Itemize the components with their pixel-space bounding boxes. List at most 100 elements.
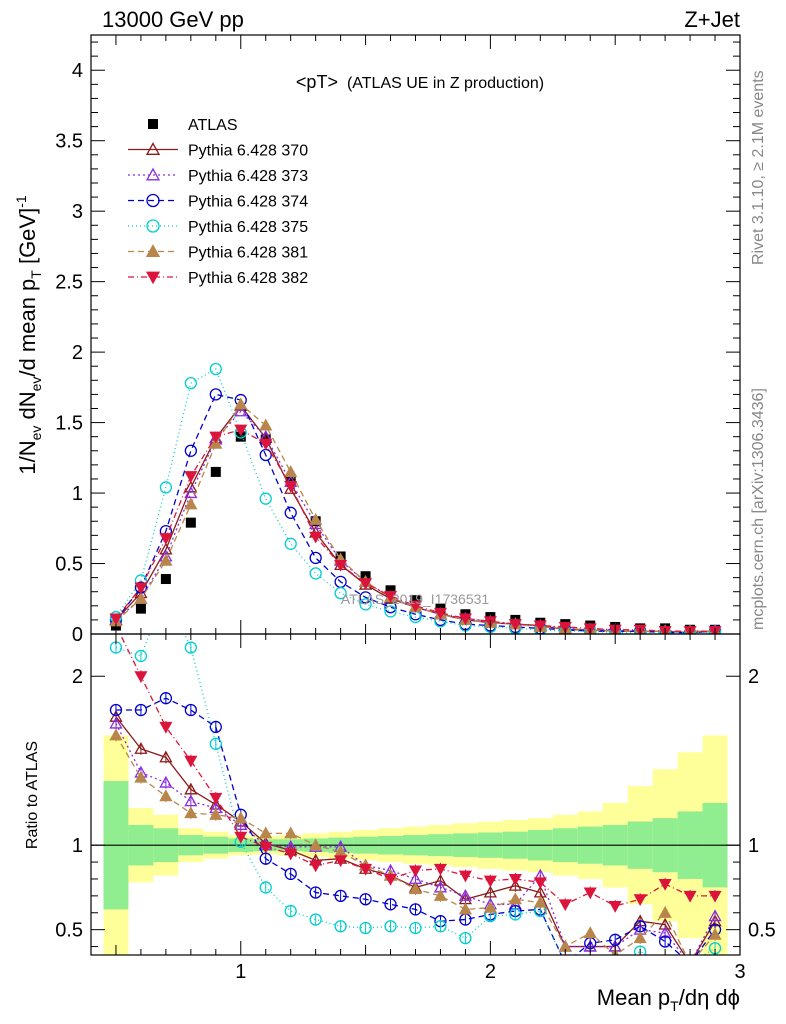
ratio-point-pythia-6-428-382 [533,877,547,890]
ratio-point-pythia-6-428-381 [583,926,597,939]
ratio-point-pythia-6-428-381 [309,838,323,851]
header-process-label: Z+Jet [684,7,740,32]
rivet-version-label: Rivet 3.1.10, ≥ 2.1M events [750,70,767,265]
ratio-point-pythia-6-428-375 [359,921,372,935]
ratio-point-pythia-6-428-373 [109,716,123,729]
ratio-point-pythia-6-428-374 [334,889,347,903]
plot-title-main: <pT> [296,72,338,92]
point-pythia-6-428-382 [533,620,547,633]
ratio-point-pythia-6-428-373 [708,909,722,922]
point-pythia-6-428-375 [309,567,322,580]
y-tick-label-main: 4 [72,60,83,82]
ratio-point-pythia-6-428-381 [433,889,448,901]
y-tick-label-main: 0.5 [55,554,83,576]
ratio-point-pythia-6-428-381 [159,789,173,802]
ratio-point-pythia-6-428-370 [508,878,522,891]
point-pythia-6-428-375 [209,362,222,376]
ratio-point-pythia-6-428-382 [334,855,348,868]
ratio-point-pythia-6-428-374 [159,692,173,705]
point-pythia-6-428-382 [259,438,273,451]
point-pythia-6-428-375 [259,492,272,505]
ratio-point-pythia-6-428-382 [508,873,522,886]
ratio-point-pythia-6-428-370 [184,782,198,795]
point-pythia-6-428-374 [209,388,222,401]
ratio-point-pythia-6-428-382 [384,873,398,886]
ratio-point-pythia-6-428-374 [560,958,571,969]
point-pythia-6-428-375 [184,376,197,390]
ratio-point-pythia-6-428-375 [184,641,197,654]
point-pythia-6-428-382 [558,621,572,634]
ratio-point-pythia-6-428-382 [708,890,722,903]
ratio-point-pythia-6-428-381 [483,900,497,913]
x-axis-label: Mean pT/dη dϕ [597,985,740,1014]
point-pythia-6-428-381 [309,512,323,525]
point-pythia-6-428-382 [109,613,123,626]
ratio-point-pythia-6-428-373 [685,958,696,968]
ratio-point-pythia-6-428-375 [134,649,148,663]
series-line-pythia-6-428-374 [115,393,716,634]
legend-entry-label: Pythia 6.428 381 [188,245,308,262]
ratio-point-pythia-6-428-370 [483,885,497,898]
plot-title-sub: (ATLAS UE in Z production) [347,75,544,92]
point-atlas [210,466,221,477]
y-axis-label-main: 1/Nev dNev/d mean pT [GeV]-1 [13,195,44,475]
point-pythia-6-428-382 [234,424,248,437]
ratio-point-pythia-6-428-382 [259,841,273,854]
point-pythia-6-428-382 [209,431,223,444]
point-pythia-6-428-381 [259,418,273,431]
series-line-pythia-6-428-375 [115,368,716,634]
plot-title: <pT> (ATLAS UE in Z production) [296,72,544,92]
mcplots-reference-label: mcplots.cern.ch [arXiv:1306.3436] [750,388,767,630]
ratio-point-pythia-6-428-381 [533,895,547,908]
point-pythia-6-428-374 [184,444,197,457]
ratio-point-pythia-6-428-381 [184,806,198,819]
ratio-point-pythia-6-428-382 [458,870,472,883]
ratio-point-pythia-6-428-375 [259,881,272,894]
legend-marker [146,193,160,208]
y-tick-label-main: 3.5 [55,131,83,153]
ratio-point-pythia-6-428-370 [134,742,148,754]
ratio-point-pythia-6-428-381 [408,882,423,895]
ratio-point-pythia-6-428-370 [685,958,696,968]
point-atlas [185,517,196,528]
ratio-point-pythia-6-428-374 [284,867,297,881]
ratio-point-pythia-6-428-373 [458,889,473,901]
ratio-point-pythia-6-428-381 [708,927,722,940]
point-pythia-6-428-375 [284,537,297,550]
ratio-point-pythia-6-428-382 [234,831,248,844]
ratio-point-pythia-6-428-375 [160,586,171,597]
ratio-point-pythia-6-428-375 [509,908,522,921]
ratio-point-pythia-6-428-375 [309,913,322,926]
y-tick-label-main: 1.5 [55,413,83,435]
ratio-point-pythia-6-428-374 [184,703,197,717]
legend: ATLAS Pythia 6.428 370 Pythia 6.428 373 Pyt… [128,117,308,287]
y-tick-label-main: 0 [72,624,83,646]
legend-entry-label: Pythia 6.428 382 [188,270,308,287]
ratio-y-tick-label: 0.5 [55,920,83,942]
legend-marker [145,244,161,257]
point-pythia-6-428-375 [159,481,173,494]
x-tick-label: 3 [734,961,745,983]
ratio-point-pythia-6-428-382 [583,887,597,900]
point-pythia-6-428-375 [359,598,372,611]
ratio-point-pythia-6-428-381 [209,807,223,820]
point-pythia-6-428-381 [134,591,148,604]
legend-entry-label: Pythia 6.428 374 [188,194,308,211]
ratio-point-pythia-6-428-375 [585,958,596,969]
ratio-point-pythia-6-428-375 [610,958,621,969]
ratio-point-pythia-6-428-373 [184,794,198,807]
ratio-point-pythia-6-428-381 [284,826,298,839]
ratio-point-pythia-6-428-382 [408,865,423,878]
point-pythia-6-428-382 [284,481,298,493]
point-pythia-6-428-382 [334,559,348,572]
ratio-point-pythia-6-428-374 [384,898,397,911]
ratio-point-pythia-6-428-382 [433,863,447,876]
y-tick-label-main: 1 [72,483,83,505]
ratio-point-pythia-6-428-375 [334,920,347,933]
ratio-point-pythia-6-428-374 [209,720,222,734]
ratio-point-pythia-6-428-374 [109,703,123,717]
ratio-point-pythia-6-428-382 [359,863,373,876]
ratio-point-pythia-6-428-374 [359,893,372,906]
point-pythia-6-428-382 [433,607,447,620]
y-tick-label-main: 2.5 [55,272,83,294]
